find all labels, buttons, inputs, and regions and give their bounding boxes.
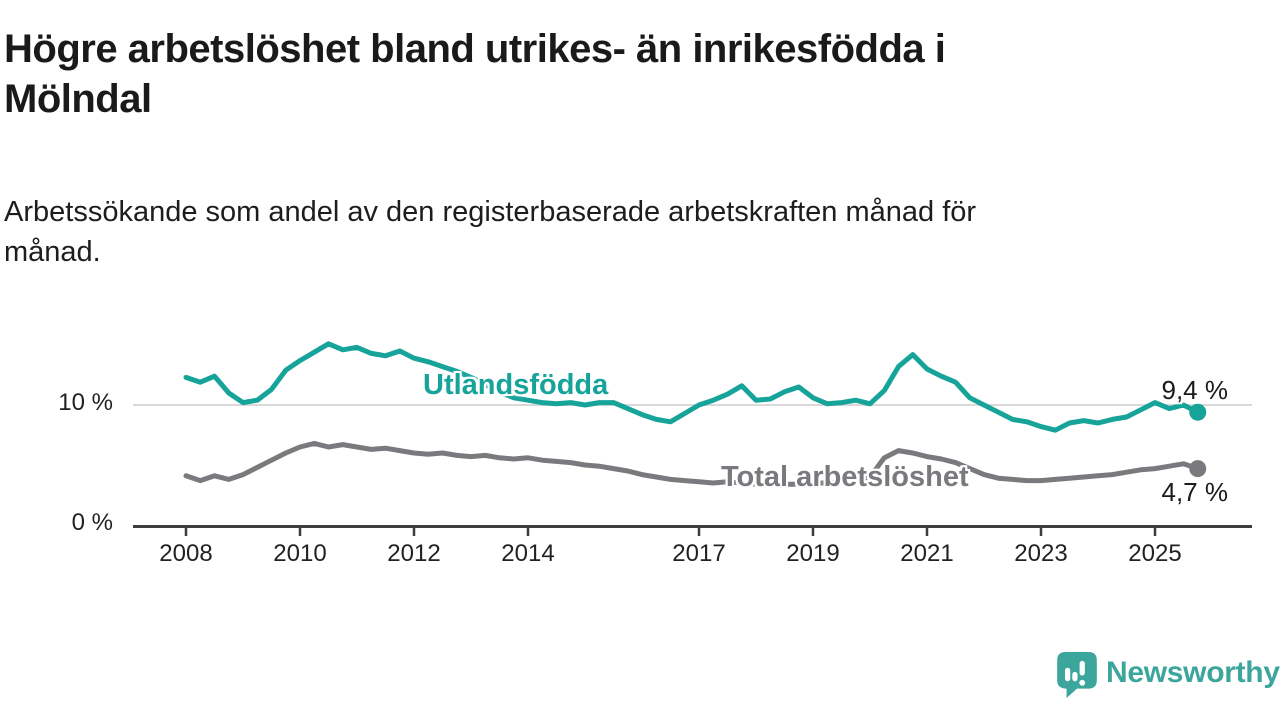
x-tick-label: 2014: [501, 540, 555, 567]
page-subtitle-line-1: Arbetssökande som andel av den registerb…: [4, 196, 977, 228]
page-title-line-2: Mölndal: [4, 77, 152, 121]
page-title-line-1: Högre arbetslöshet bland utrikes- än inr…: [4, 27, 946, 71]
newsworthy-logo-text: Newsworthy: [1106, 656, 1280, 689]
x-tick-label: 2010: [273, 540, 327, 567]
series-line-utlandsf-dda: [183, 341, 1201, 433]
series-label-utlandsfodda: Utlandsfödda: [423, 369, 609, 401]
x-tick-label: 2012: [387, 540, 441, 567]
page-subtitle-line-2: månad.: [4, 236, 101, 268]
end-value-label-utlandsfodda: 9,4 %: [1161, 375, 1229, 405]
newsworthy-logo-icon: [1057, 652, 1097, 698]
x-tick-label: 2008: [159, 540, 213, 567]
series-line-total-arbetsl-shet: [183, 440, 1201, 487]
x-tick-label: 2023: [1014, 540, 1068, 567]
newsworthy-logo: Newsworthy: [1056, 651, 1280, 699]
page-title: Högre arbetslöshet bland utrikes- än inr…: [4, 24, 1224, 124]
x-tick-label: 2017: [672, 540, 726, 567]
x-tick-label: 2025: [1128, 540, 1182, 567]
chart-svg: [133, 341, 1252, 536]
series-label-total-arbetsloshet: Total arbetslöshet: [721, 461, 969, 493]
series-end-dot: [1189, 460, 1207, 478]
page-subtitle: Arbetssökande som andel av den registerb…: [4, 192, 1224, 272]
y-tick-label: 10 %: [58, 389, 113, 416]
series-end-dot: [1189, 403, 1207, 421]
x-tick-label: 2021: [900, 540, 954, 567]
end-value-label-total: 4,7 %: [1161, 477, 1229, 507]
x-tick-label: 2019: [786, 540, 840, 567]
y-tick-label: 0 %: [71, 509, 113, 536]
